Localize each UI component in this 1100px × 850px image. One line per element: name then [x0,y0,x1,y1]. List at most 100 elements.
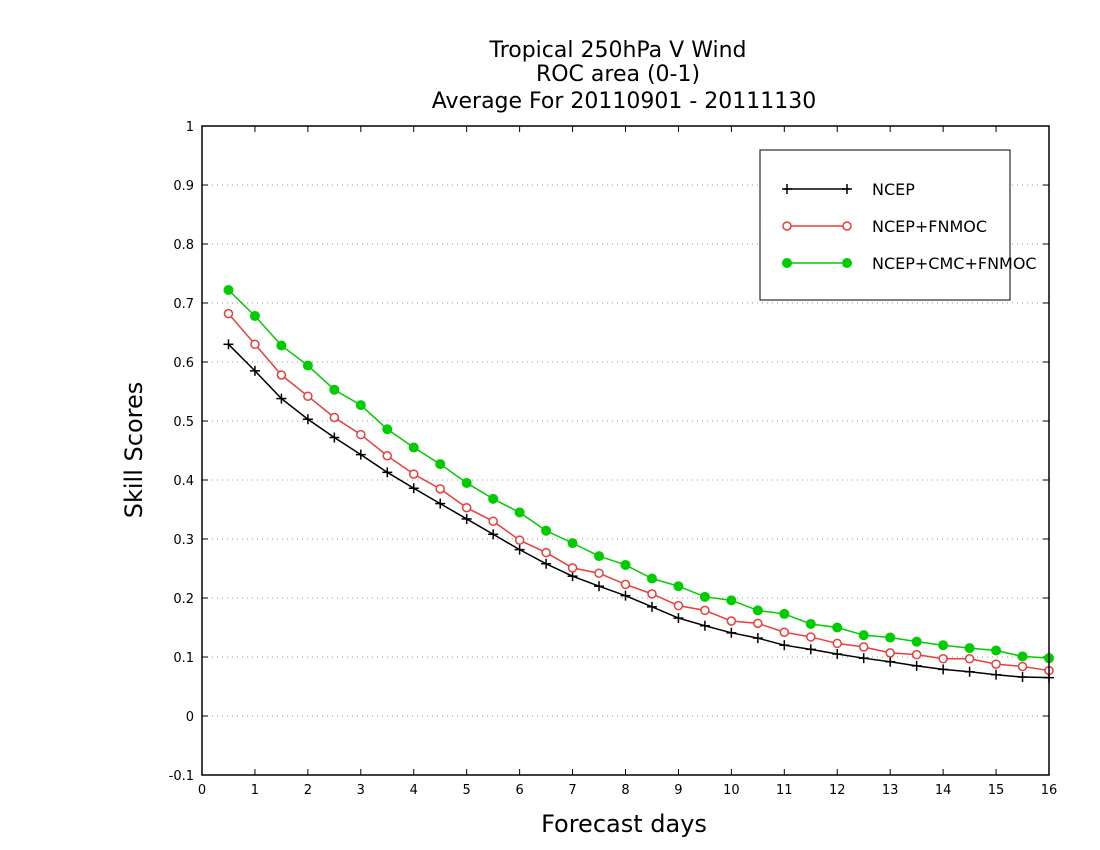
data-point [858,653,869,664]
data-point [832,649,843,660]
data-point [355,400,366,411]
data-point [726,627,737,638]
series-line [227,343,1050,679]
data-point [567,571,578,582]
x-tick-label: 16 [1041,783,1058,798]
chart-title-line-3: Average For 20110901 - 20111130 [432,89,817,114]
data-point [461,477,472,488]
data-point [329,412,340,423]
data-point [991,645,1002,656]
data-point [488,529,499,540]
data-point [514,535,525,545]
y-tick-label: 0.5 [173,415,194,430]
x-tick-label: 7 [568,783,576,798]
legend-item: NCEP+FNMOC [782,217,987,236]
data-point [249,310,260,321]
y-tick-label: -0.1 [169,769,194,784]
legend-marker [842,221,852,231]
legend-marker [782,184,792,194]
data-point [647,589,657,599]
data-point [911,660,922,671]
x-tick-label: 5 [463,783,471,798]
data-point [329,432,340,443]
data-point [752,605,763,616]
data-point [646,601,657,612]
data-point [699,591,710,602]
data-point [302,360,313,371]
data-point [673,581,684,592]
data-point [1017,672,1028,683]
data-point [964,654,975,664]
data-point [938,640,949,651]
data-point [488,493,499,504]
data-point [514,544,525,555]
x-tick-label: 2 [304,783,312,798]
data-point [435,498,446,509]
x-tick-label: 14 [935,783,952,798]
series-2 [223,285,1054,664]
data-point [1017,651,1028,662]
chart-title-line-1: Tropical 250hPa V Wind [488,38,746,63]
data-point [594,551,605,562]
legend-marker [842,258,852,268]
data-point [276,340,287,351]
axis-ticks: -0.100.10.20.30.40.50.60.70.80.910 1 2 3 4 5 6… [169,120,1058,798]
data-point [991,659,1001,669]
x-tick-label: 8 [621,783,629,798]
y-tick-label: 1 [186,120,194,135]
data-point [726,595,737,606]
y-tick-label: 0.1 [173,651,194,666]
legend-marker [782,221,792,231]
data-point [805,618,816,629]
data-point [991,669,1002,680]
y-tick-label: 0.9 [173,179,194,194]
data-point [858,642,869,652]
data-point [223,339,234,350]
legend-item: NCEP [782,180,915,199]
data-point [355,449,366,460]
y-tick-label: 0.6 [173,356,194,371]
data-point [673,600,684,611]
y-tick-label: 0.8 [173,238,194,253]
data-point [753,618,763,629]
data-point [858,630,869,641]
x-tick-label: 11 [776,783,793,798]
data-point [594,581,605,592]
data-point [620,559,631,570]
x-tick-label: 10 [723,783,740,798]
data-point [752,633,763,644]
data-point [1017,661,1028,672]
data-point [250,339,260,350]
y-axis-label: Skill Scores [120,382,148,519]
data-point [461,502,472,513]
x-tick-label: 3 [357,783,365,798]
data-point [938,664,949,675]
data-point [885,656,896,667]
x-axis-label: Forecast days [541,810,707,838]
data-point [488,516,498,527]
data-point [779,640,790,651]
data-point [435,484,445,494]
data-point [461,513,472,524]
chart-title-line-2: ROC area (0-1) [536,62,700,87]
data-point [567,563,578,573]
data-point [223,285,234,296]
data-point [356,429,366,440]
y-tick-label: 0.2 [173,592,194,607]
data-point [779,627,790,637]
x-tick-label: 1 [251,783,259,798]
data-point [541,525,552,536]
data-point [249,365,260,376]
data-point [911,636,922,647]
data-point [409,469,419,479]
y-tick-label: 0.3 [173,533,194,548]
legend-label: NCEP+FNMOC [872,217,987,236]
x-tick-label: 9 [674,783,682,798]
legend-label: NCEP+CMC+FNMOC [872,254,1037,273]
series-0 [223,339,1054,683]
data-point [276,393,287,404]
data-point [726,616,737,626]
x-tick-label: 15 [988,783,1005,798]
data-point [964,643,975,654]
